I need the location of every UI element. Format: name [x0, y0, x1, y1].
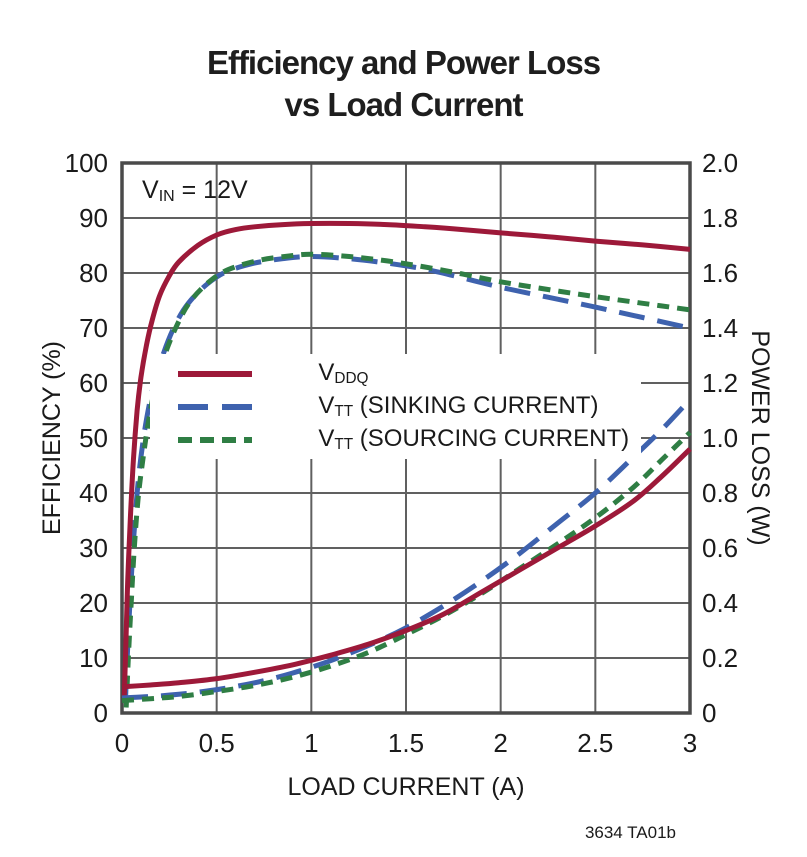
series-vtt-sinking-current-efficiency [122, 254, 691, 703]
condition-symbol: V [142, 176, 159, 204]
series-vddq-efficiency [121, 220, 691, 697]
legend-item-vtt-sourcing: VTT (SOURCING CURRENT) [178, 423, 629, 456]
y-tick-left: 80 [79, 258, 108, 288]
chart-title-line1: Efficiency and Power Loss [206, 44, 601, 81]
y-tick-right: 0.2 [702, 643, 738, 673]
x-tick: 2 [493, 728, 507, 758]
x-axis-label: LOAD CURRENT (A) [287, 773, 524, 801]
y-tick-left: 20 [79, 588, 108, 618]
chart-title: Efficiency and Power Loss vs Load Curren… [0, 42, 807, 126]
y-tick-left: 90 [79, 203, 108, 233]
x-tick: 1.5 [388, 728, 424, 758]
y-tick-left: 60 [79, 368, 108, 398]
condition-annotation: VIN = 12V [142, 176, 248, 206]
y-tick-left: 100 [65, 148, 108, 178]
legend-line-sample-vtt-sinking [178, 403, 252, 410]
series-vddq-power-loss [121, 447, 692, 690]
y-axis-label-left: EFFICIENCY (%) [38, 341, 66, 535]
y-tick-left: 0 [94, 698, 108, 728]
legend-line-sample-vtt-sourcing [178, 436, 252, 443]
series-vtt-sourcing-current-power-loss [121, 430, 692, 704]
y-tick-right: 1.0 [702, 423, 738, 453]
y-tick-left: 10 [79, 643, 108, 673]
y-tick-right: 1.8 [702, 203, 738, 233]
legend: VDDQ VTT (SINKING CURRENT) VTT (SOURCING… [150, 354, 642, 459]
x-tick: 2.5 [577, 728, 613, 758]
y-tick-right: 2.0 [702, 148, 738, 178]
x-tick: 1 [304, 728, 318, 758]
y-tick-right: 1.6 [702, 258, 738, 288]
y-tick-right: 0.4 [702, 588, 738, 618]
y-tick-right: 0.6 [702, 533, 738, 563]
legend-label-vddq: VDDQ [318, 359, 369, 387]
condition-symbol-subscript: IN [158, 187, 175, 205]
y-axis-label-right: POWER LOSS (W) [746, 330, 774, 545]
legend-label-vtt-sinking: VTT (SINKING CURRENT) [318, 392, 599, 420]
x-tick: 0.5 [199, 728, 235, 758]
y-tick-right: 0.8 [702, 478, 738, 508]
grid-layer [120, 161, 692, 715]
x-tick: 3 [683, 728, 697, 758]
legend-label-vtt-sourcing: VTT (SOURCING CURRENT) [318, 425, 630, 453]
legend-line-sample-vddq [178, 370, 252, 377]
legend-item-vddq: VDDQ [178, 357, 629, 390]
condition-value: = 12V [174, 176, 248, 204]
chart-title-line2: vs Load Current [284, 86, 523, 123]
y-tick-right: 1.2 [702, 368, 738, 398]
y-tick-right: 1.4 [702, 313, 738, 343]
legend-item-vtt-sinking: VTT (SINKING CURRENT) [178, 390, 629, 423]
figure-reference-code: 3634 TA01b [584, 823, 676, 842]
y-tick-left: 40 [79, 478, 108, 508]
plot-frame [120, 161, 692, 715]
y-tick-left: 30 [79, 533, 108, 563]
y-tick-right: 0 [702, 698, 716, 728]
y-tick-left: 70 [79, 313, 108, 343]
y-tick-left: 50 [79, 423, 108, 453]
series-layer [121, 220, 692, 708]
series-vtt-sourcing-current-efficiency [123, 251, 691, 708]
tick-labels-layer: 10090807060504030201002.01.81.61.41.21.0… [65, 148, 739, 758]
x-tick: 0 [115, 728, 129, 758]
